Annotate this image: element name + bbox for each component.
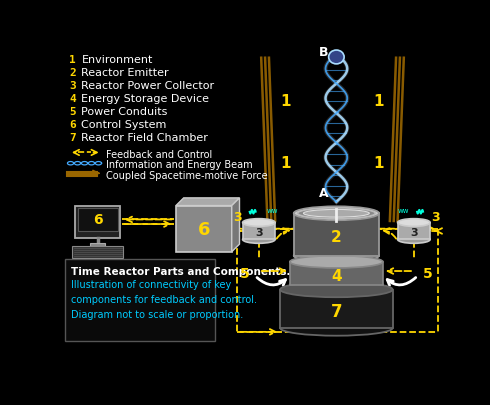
Text: Reactor Emitter: Reactor Emitter xyxy=(81,68,169,78)
Ellipse shape xyxy=(243,219,275,227)
Text: 2: 2 xyxy=(69,68,76,78)
Text: 5: 5 xyxy=(240,266,250,281)
Text: Information and Energy Beam: Information and Energy Beam xyxy=(106,160,253,170)
Text: 4: 4 xyxy=(69,94,76,104)
Text: Energy Storage Device: Energy Storage Device xyxy=(81,94,209,104)
Text: 1: 1 xyxy=(69,55,76,65)
Bar xyxy=(243,223,275,240)
Text: Illustration of connectivity of key
components for feedback and control.
Diagram: Illustration of connectivity of key comp… xyxy=(72,280,257,319)
Bar xyxy=(280,290,392,328)
Ellipse shape xyxy=(290,256,383,268)
Ellipse shape xyxy=(280,282,392,297)
Text: 3: 3 xyxy=(255,227,263,237)
Text: Time Reactor Parts and Components.: Time Reactor Parts and Components. xyxy=(72,266,291,276)
Text: Coupled Spacetime-motive Force: Coupled Spacetime-motive Force xyxy=(106,171,268,181)
Text: Feedback and Control: Feedback and Control xyxy=(106,149,213,159)
Text: Power Conduits: Power Conduits xyxy=(81,107,168,117)
Text: 3: 3 xyxy=(69,81,76,91)
Text: 1: 1 xyxy=(281,94,291,109)
Text: 6: 6 xyxy=(197,220,210,238)
Text: 5: 5 xyxy=(423,266,433,281)
Text: 4: 4 xyxy=(331,269,342,283)
Bar xyxy=(397,223,430,240)
Ellipse shape xyxy=(280,320,392,336)
Text: 2: 2 xyxy=(331,230,342,245)
Text: Environment: Environment xyxy=(81,55,153,65)
Ellipse shape xyxy=(243,236,275,244)
Ellipse shape xyxy=(397,236,430,244)
Text: Control System: Control System xyxy=(81,120,167,130)
Bar xyxy=(75,206,120,238)
Ellipse shape xyxy=(290,279,383,291)
Text: Reactor Power Collector: Reactor Power Collector xyxy=(81,81,215,91)
Ellipse shape xyxy=(294,249,379,263)
Text: 6: 6 xyxy=(69,120,76,130)
Text: 6: 6 xyxy=(93,212,102,226)
Ellipse shape xyxy=(297,208,375,219)
Text: 3: 3 xyxy=(233,210,242,223)
Bar xyxy=(176,206,232,252)
Text: 5: 5 xyxy=(69,107,76,117)
Bar xyxy=(294,214,379,256)
Polygon shape xyxy=(176,198,240,206)
Ellipse shape xyxy=(294,207,379,221)
Text: 7: 7 xyxy=(69,133,76,143)
Ellipse shape xyxy=(303,210,369,217)
Text: 3: 3 xyxy=(431,210,440,223)
Polygon shape xyxy=(232,198,240,252)
Bar xyxy=(290,262,383,285)
Text: B: B xyxy=(319,46,329,59)
Text: ww: ww xyxy=(267,208,279,214)
Text: 1: 1 xyxy=(374,156,384,171)
Text: 1: 1 xyxy=(281,156,291,171)
Text: 3: 3 xyxy=(410,227,417,237)
Text: 1: 1 xyxy=(374,94,384,109)
Ellipse shape xyxy=(329,51,344,65)
Bar xyxy=(72,247,123,258)
FancyBboxPatch shape xyxy=(65,259,216,341)
Bar xyxy=(90,244,105,246)
Text: 7: 7 xyxy=(331,302,342,320)
Bar xyxy=(77,208,118,231)
Ellipse shape xyxy=(397,219,430,227)
Text: Reactor Field Chamber: Reactor Field Chamber xyxy=(81,133,208,143)
Text: A: A xyxy=(319,186,329,199)
Text: ww: ww xyxy=(397,208,409,214)
